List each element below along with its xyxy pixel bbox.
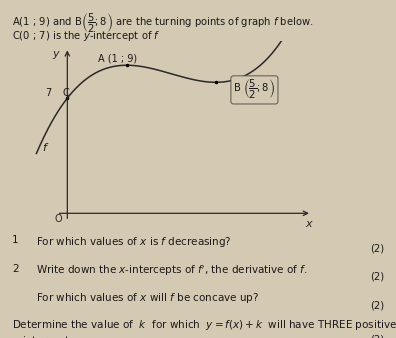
- Text: C(0 ; 7) is the $y$-intercept of $f$: C(0 ; 7) is the $y$-intercept of $f$: [12, 29, 160, 43]
- Text: For which values of $x$ is $f$ decreasing?: For which values of $x$ is $f$ decreasin…: [36, 235, 231, 249]
- Text: B $\left(\dfrac{5}{2};8\right)$: B $\left(\dfrac{5}{2};8\right)$: [233, 78, 276, 101]
- Text: $f$: $f$: [42, 141, 50, 153]
- Text: (2): (2): [370, 243, 384, 254]
- Text: A (1 ; 9): A (1 ; 9): [98, 53, 137, 63]
- Text: $y$: $y$: [52, 49, 61, 61]
- Text: 2: 2: [12, 264, 19, 274]
- Text: $x$: $x$: [305, 219, 314, 229]
- Text: (2): (2): [370, 300, 384, 310]
- Text: Determine the value of  $k$  for which  $y = f(x) + k$  will have THREE positive: Determine the value of $k$ for which $y …: [12, 318, 396, 338]
- Text: For which values of $x$ will $f$ be concave up?: For which values of $x$ will $f$ be conc…: [36, 291, 259, 305]
- Text: 7: 7: [45, 88, 51, 98]
- Text: (2): (2): [370, 335, 384, 338]
- Text: C: C: [63, 88, 69, 98]
- Text: O: O: [54, 214, 62, 223]
- Text: A(1 ; 9) and B$\left(\dfrac{5}{2};8\right)$ are the turning points of graph $f$ : A(1 ; 9) and B$\left(\dfrac{5}{2};8\righ…: [12, 12, 314, 35]
- Text: (2): (2): [370, 272, 384, 282]
- Text: Write down the $x$-intercepts of $f'$, the derivative of $f$.: Write down the $x$-intercepts of $f'$, t…: [36, 264, 307, 278]
- Text: 1: 1: [12, 235, 19, 245]
